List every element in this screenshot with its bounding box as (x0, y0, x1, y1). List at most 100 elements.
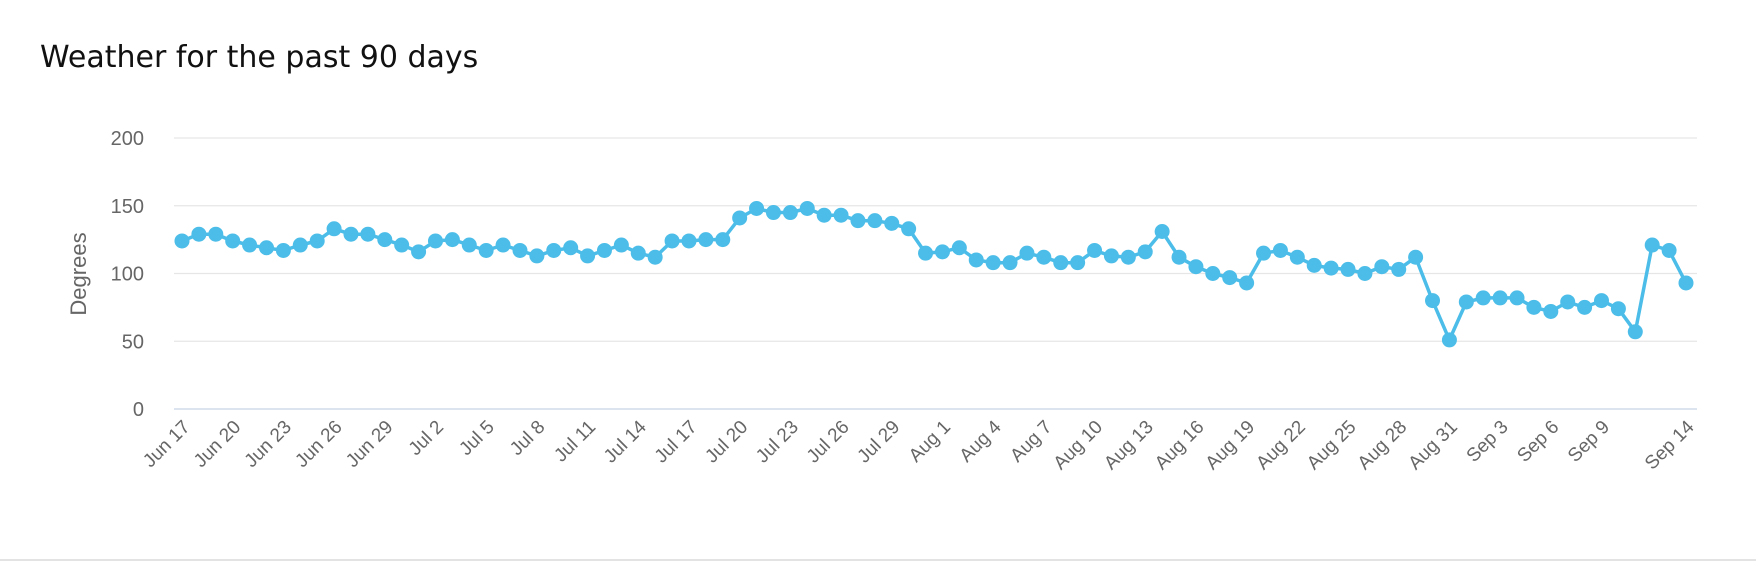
data-point (1678, 275, 1694, 291)
data-point (377, 232, 393, 248)
data-point (1391, 261, 1407, 277)
data-point (782, 205, 798, 221)
data-point (580, 248, 596, 264)
x-tick-label: Jun 26 (291, 417, 346, 472)
data-point (1661, 242, 1677, 258)
data-point (765, 205, 781, 221)
data-point (1475, 290, 1491, 306)
data-point (1272, 242, 1288, 258)
x-tick-label: Jul 8 (506, 417, 549, 460)
data-point (816, 207, 832, 223)
data-point (1019, 245, 1035, 261)
x-tick-label: Jun 20 (190, 417, 245, 472)
x-tick-label: Jun 17 (139, 417, 194, 472)
data-point (1610, 301, 1626, 317)
x-tick-label: Jul 17 (651, 417, 702, 468)
data-point (1458, 294, 1474, 310)
data-point (546, 242, 562, 258)
data-point (1425, 293, 1441, 309)
data-point (985, 255, 1001, 271)
data-point (512, 242, 528, 258)
data-point (833, 207, 849, 223)
data-point (1492, 290, 1508, 306)
data-point (309, 233, 325, 249)
x-tick-label: Aug 1 (905, 417, 955, 467)
x-tick-label: Sep 6 (1513, 417, 1563, 467)
data-point (918, 245, 934, 261)
x-tick-label: Aug 22 (1252, 417, 1309, 474)
x-tick-label: Aug 13 (1100, 417, 1157, 474)
data-point (1053, 255, 1069, 271)
data-point (427, 233, 443, 249)
data-point (1103, 248, 1119, 264)
data-point (208, 226, 224, 242)
data-point (715, 232, 731, 248)
x-tick-label: Jul 11 (550, 417, 600, 467)
y-axis-title: Degrees (66, 232, 91, 315)
x-tick-label: Aug 10 (1050, 417, 1107, 474)
x-tick-label: Aug 25 (1303, 417, 1360, 474)
data-point (884, 215, 900, 231)
data-point (1205, 266, 1221, 281)
data-point (242, 237, 258, 253)
data-point (749, 200, 765, 216)
x-tick-label: Jul 29 (854, 417, 905, 468)
x-tick-label: Aug 28 (1354, 417, 1411, 474)
data-point (732, 210, 748, 226)
data-point (1154, 223, 1170, 239)
data-point (258, 240, 274, 256)
data-point (596, 242, 612, 258)
data-point (630, 245, 646, 261)
y-tick-label: 50 (122, 331, 144, 353)
data-point (1644, 237, 1660, 253)
data-point (1289, 249, 1305, 265)
y-tick-label: 200 (111, 128, 144, 150)
data-point (1002, 255, 1018, 271)
data-point (326, 221, 342, 237)
data-point (174, 233, 190, 249)
data-point (1441, 332, 1457, 348)
data-point (275, 242, 291, 258)
data-point (613, 237, 629, 253)
x-tick-label: Jul 2 (405, 417, 448, 460)
data-point (951, 240, 967, 256)
data-point (1594, 293, 1610, 309)
data-point (901, 221, 917, 237)
data-point (1239, 275, 1255, 291)
data-point (968, 252, 984, 268)
data-point (1577, 299, 1593, 315)
data-point (681, 233, 697, 249)
y-tick-label: 150 (111, 196, 144, 218)
x-tick-label: Sep 14 (1641, 416, 1699, 474)
y-tick-label: 0 (133, 399, 144, 421)
data-point (1070, 255, 1086, 271)
data-point (1543, 303, 1559, 319)
data-point (1036, 249, 1052, 265)
y-tick-label: 100 (111, 264, 144, 286)
data-point (1323, 260, 1339, 276)
data-point (225, 233, 241, 249)
x-tick-label: Aug 4 (956, 416, 1006, 466)
x-tick-label: Aug 31 (1405, 417, 1462, 474)
data-point (1306, 257, 1322, 273)
data-point (1627, 324, 1643, 340)
data-point (1408, 249, 1424, 265)
data-point (1137, 244, 1153, 260)
data-point (478, 242, 494, 258)
data-point (1374, 259, 1390, 275)
data-point (563, 240, 579, 256)
data-point (1509, 290, 1525, 306)
x-tick-label: Sep 9 (1564, 417, 1614, 467)
x-tick-label: Jun 23 (241, 417, 296, 472)
data-point (191, 226, 207, 242)
data-point (850, 213, 866, 229)
x-tick-label: Jul 26 (803, 417, 854, 468)
data-point (647, 249, 663, 265)
x-tick-label: Jun 29 (342, 417, 397, 472)
x-tick-label: Sep 3 (1463, 417, 1513, 467)
x-tick-label: Jul 5 (455, 417, 498, 460)
data-point (394, 237, 410, 253)
data-point (444, 232, 460, 248)
